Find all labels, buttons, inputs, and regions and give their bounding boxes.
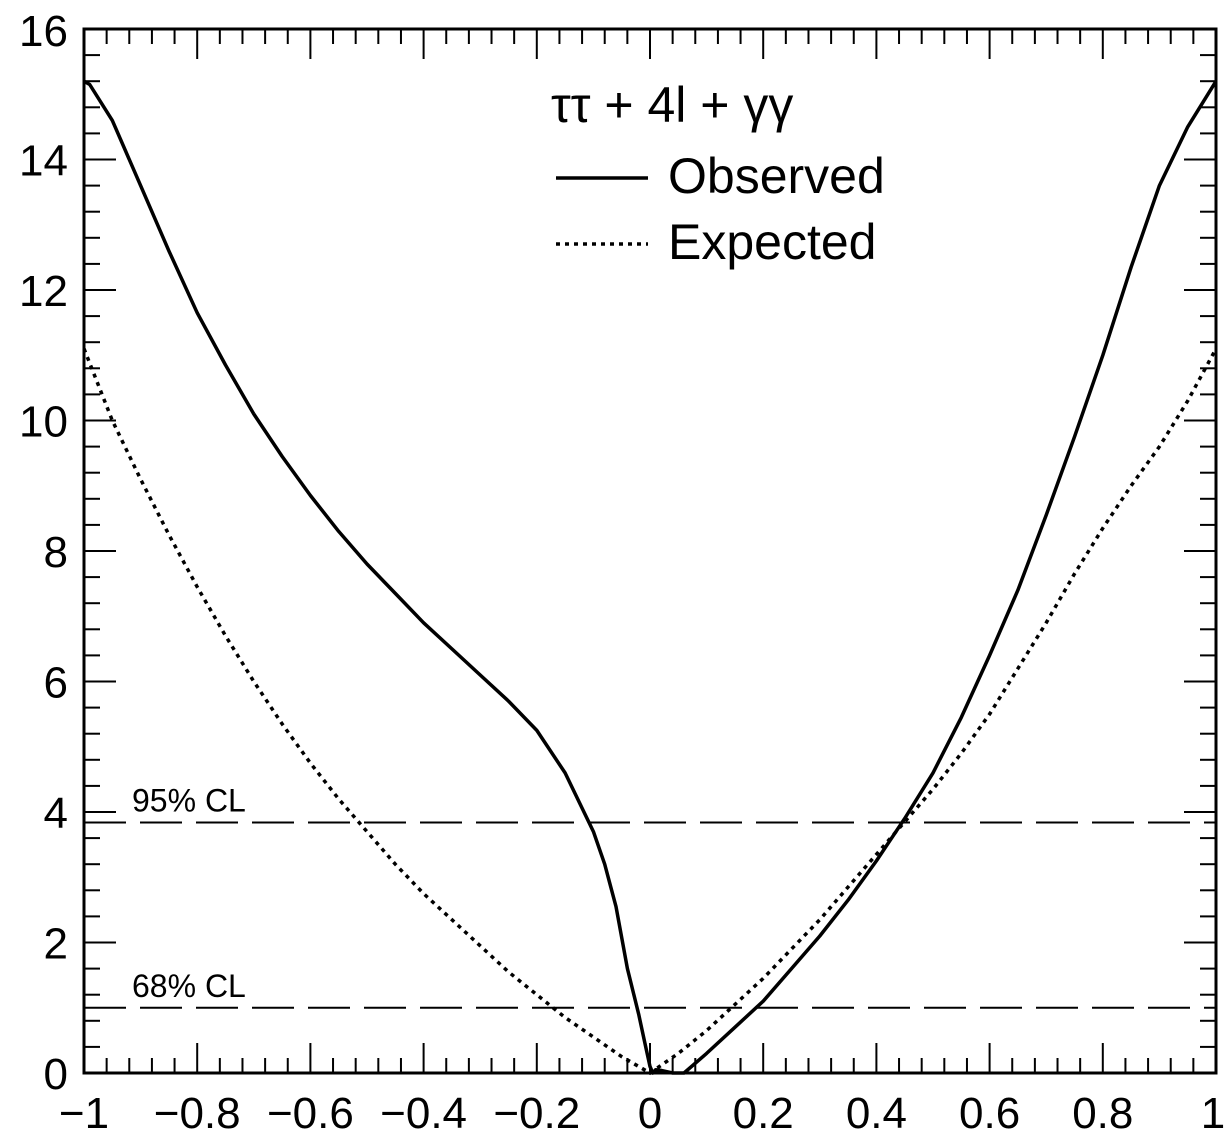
observed-curve [83,79,1218,1075]
x-tick-label: 0.8 [1072,1089,1133,1138]
x-tick-label: −1 [59,1089,109,1138]
legend-label-observed: Observed [668,148,885,204]
y-tick-label: 6 [44,659,68,708]
expected-curve [82,347,1218,1076]
y-tick-label: 10 [19,398,68,447]
x-tick-label: −0.6 [267,1089,354,1138]
y-tick-label: 8 [44,528,68,577]
x-tick-label: 0.4 [846,1089,907,1138]
x-tick-label: −0.2 [493,1089,580,1138]
x-tick-label: −0.8 [154,1089,241,1138]
cl-label: 68% CL [132,968,246,1004]
x-tick-label: 0.6 [959,1089,1020,1138]
plot-frame [82,27,1218,1075]
y-tick-label: 12 [19,267,68,316]
x-tick-label: 1 [1201,1089,1225,1138]
y-tick-label: 16 [19,7,68,56]
y-tick-label: 4 [44,789,68,838]
x-tick-label: 0.2 [733,1089,794,1138]
x-tick-label: 0 [638,1089,662,1138]
cl-label: 95% CL [132,782,246,818]
x-tick-label: −0.4 [380,1089,467,1138]
legend-label-expected: Expected [668,214,876,270]
legend-title: ττ + 4l + γγ [551,77,793,133]
y-tick-label: 14 [19,137,68,186]
y-tick-label: 2 [44,920,68,969]
y-tick-label: 0 [44,1050,68,1099]
